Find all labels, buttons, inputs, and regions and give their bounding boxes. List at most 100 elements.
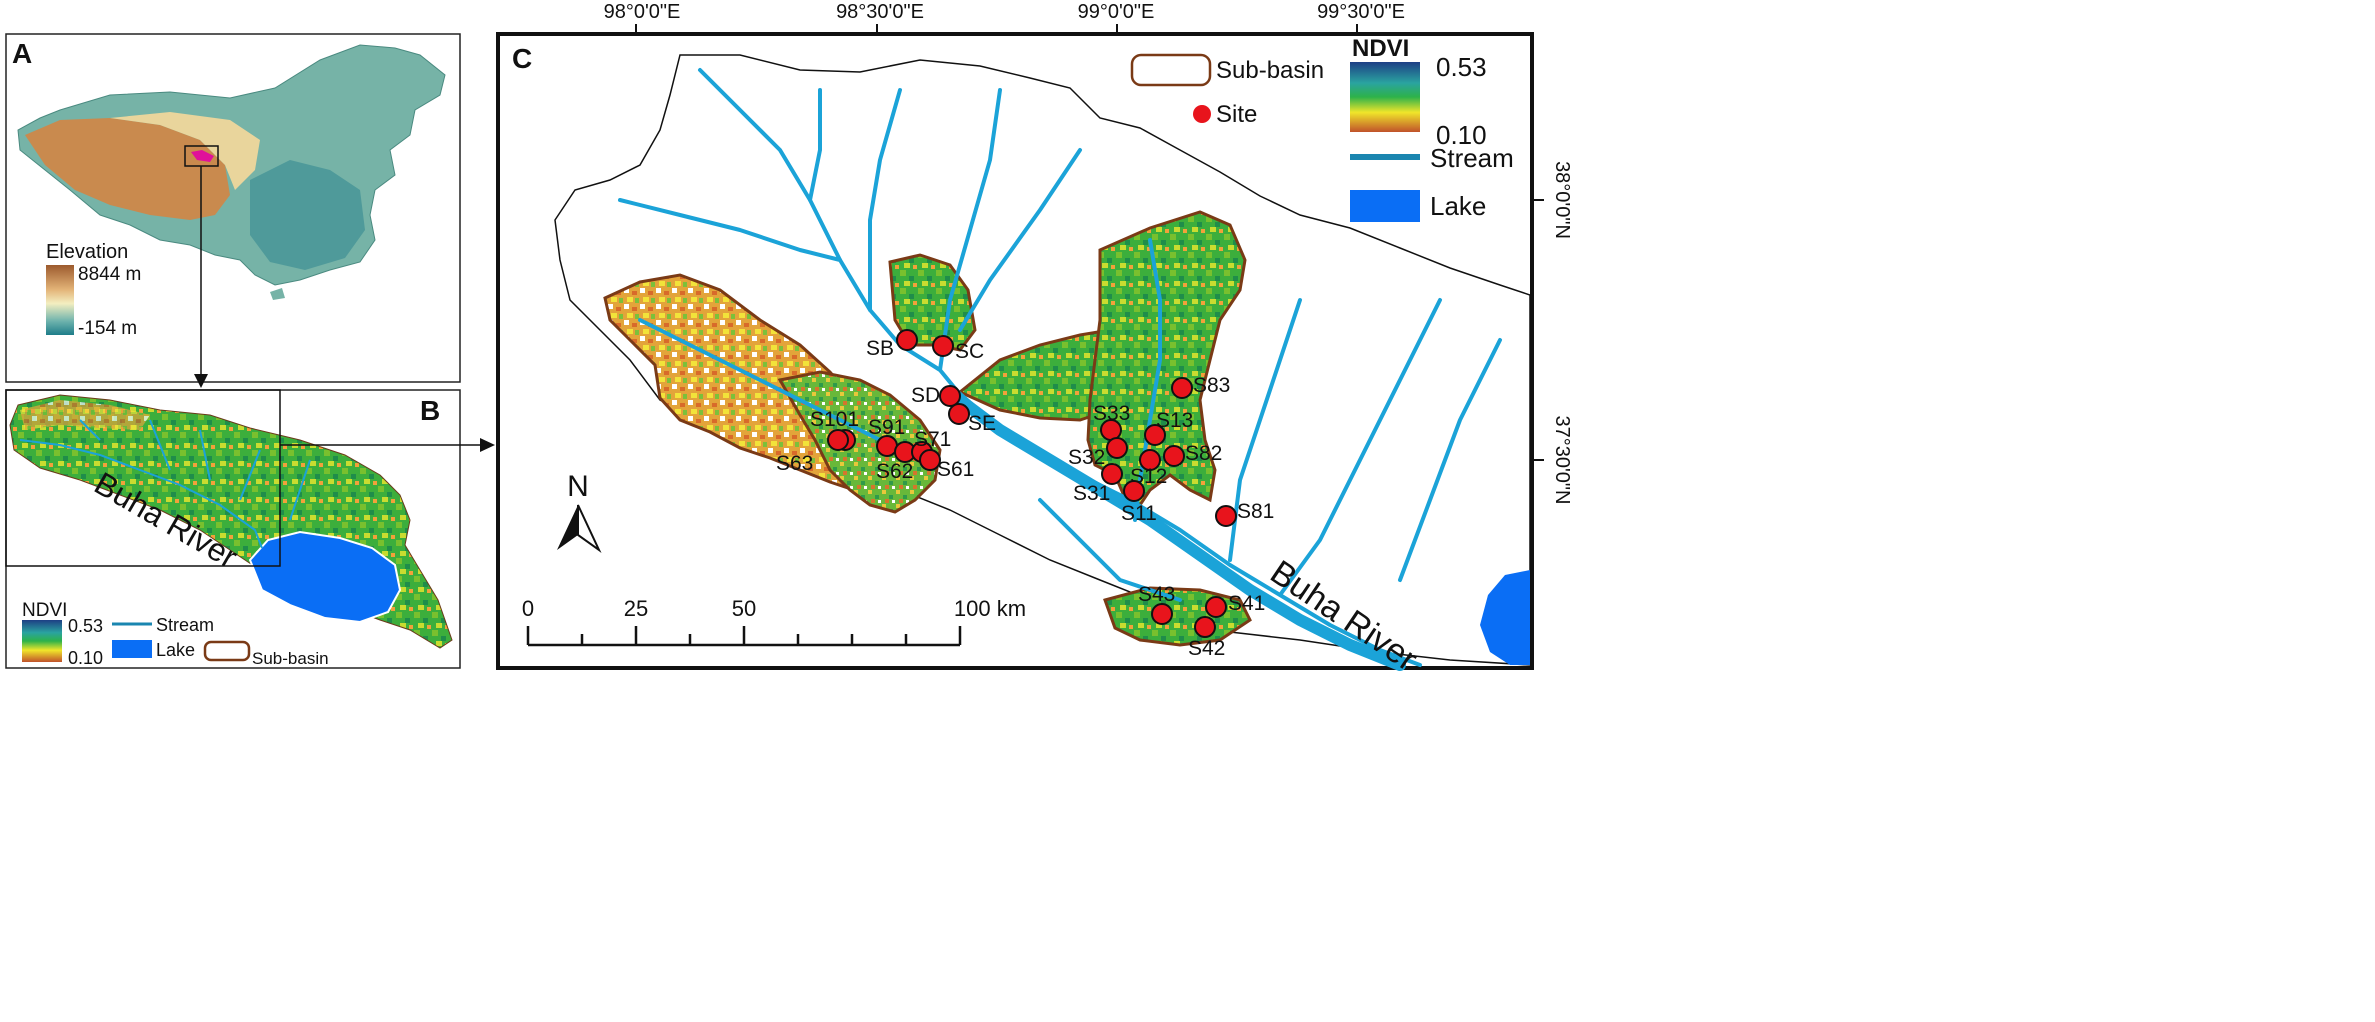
qinghai-lake-c [1480, 570, 1530, 665]
north-label: N [567, 470, 589, 503]
site-label: S83 [1193, 374, 1230, 397]
pointer-b-to-c-arrowhead [480, 438, 495, 452]
site-label: S41 [1228, 592, 1265, 615]
extent-box [5, 389, 281, 567]
longitude-graticule: 98°0'0"E 98°30'0"E 99°0'0"E 99°30'0"E [604, 1, 1405, 34]
site-label: S101 [810, 408, 859, 431]
panel-a-letter: A [12, 38, 32, 69]
basin-arid-north [20, 400, 150, 430]
ndvi-max-label-c: 0.53 [1436, 52, 1487, 82]
ndvi-color-bar-b [22, 620, 62, 662]
latitude-label: 37°30'0"N [1551, 416, 1573, 505]
site-swatch-c [1193, 105, 1211, 123]
legend-c: Sub-basin Site NDVI 0.53 0.10 Stream Lak… [1130, 35, 1514, 222]
site-label: S63 [776, 452, 813, 475]
main-river-c [954, 394, 1406, 671]
scale-label: 50 [732, 596, 756, 621]
site-label: S62 [876, 460, 913, 483]
longitude-label: 98°0'0"E [604, 1, 681, 23]
lake-label-b: Lake [156, 640, 195, 660]
subbasin-label-b: Sub-basin [252, 649, 329, 668]
qinghai-lake-b [248, 530, 402, 624]
site-label: S71 [914, 428, 951, 451]
panel-b: B Buha River NDVI 0.53 0.10 Stream Lake … [5, 389, 495, 669]
site-marker [1171, 377, 1193, 399]
site-marker [1151, 603, 1173, 625]
stream-label-c: Stream [1430, 143, 1514, 173]
scale-label: 0 [522, 596, 534, 621]
longitude-label: 99°0'0"E [1078, 1, 1155, 23]
plateau-highlands [25, 118, 230, 220]
north-arrow-left-half [557, 505, 578, 550]
site-marker [1144, 424, 1166, 446]
longitude-label: 98°30'0"E [836, 1, 924, 23]
lake-label-c: Lake [1430, 191, 1486, 221]
site-label: S32 [1068, 446, 1105, 469]
latitude-graticule: 38°0'0"N 37°30'0"N [1532, 161, 1573, 504]
north-arrow: N [557, 470, 602, 554]
site-marker [1106, 437, 1128, 459]
site-label: S33 [1093, 402, 1130, 425]
site-label: SC [955, 340, 984, 363]
scale-label: 100 km [954, 596, 1026, 621]
longitude-label: 99°30'0"E [1317, 1, 1405, 23]
site-marker [896, 329, 918, 351]
site-marker [1123, 480, 1145, 502]
north-arrow-right-half [577, 504, 602, 554]
elevation-legend-title: Elevation [46, 241, 128, 263]
site-marker [1101, 463, 1123, 485]
ndvi-legend-title-b: NDVI [22, 600, 67, 621]
site-label: S11 [1121, 502, 1157, 525]
panel-c-letter: C [512, 43, 532, 74]
site-marker [1194, 616, 1216, 638]
site-label: S61 [937, 458, 974, 481]
scale-label: 25 [624, 596, 648, 621]
site-label: SE [968, 412, 996, 435]
site-label: SD [911, 384, 940, 407]
site-label-c: Site [1216, 101, 1257, 128]
scale-bar-ticks [526, 626, 962, 647]
site-marker [876, 435, 898, 457]
stream-label-b: Stream [156, 615, 214, 635]
site-label: S43 [1138, 583, 1175, 606]
study-area-marker [191, 150, 214, 162]
site-label: S13 [1156, 409, 1193, 432]
subbasin-swatch-b [203, 640, 251, 662]
ndvi-color-bar-c [1350, 62, 1420, 132]
panel-c: C 98°0'0"E 98°30'0"E 99°0'0"E 99°30'0"E … [496, 1, 1573, 679]
pointer-a-to-b-arrowhead [194, 374, 208, 388]
site-label: SB [866, 337, 894, 360]
east-lowlands [250, 160, 365, 270]
site-marker [932, 335, 954, 357]
site-marker [948, 403, 970, 425]
site-label: S82 [1185, 442, 1222, 465]
site-label: S31 [1073, 482, 1110, 505]
hainan-island [270, 288, 285, 300]
site-label: S42 [1188, 637, 1225, 660]
site-marker [919, 449, 941, 471]
subbasin-label-c: Sub-basin [1216, 57, 1324, 84]
site-marker [1205, 596, 1227, 618]
elevation-max-label: 8844 m [78, 264, 141, 285]
ndvi-min-label-b: 0.10 [68, 648, 103, 668]
latitude-label: 38°0'0"N [1551, 161, 1573, 239]
site-label: S91 [868, 416, 905, 439]
panel-b-letter: B [420, 395, 440, 426]
site-label: S81 [1237, 500, 1274, 523]
scale-bar: 0 25 50 100 km [522, 596, 1026, 647]
site-marker [1163, 445, 1185, 467]
subbasin-swatch-c [1130, 53, 1212, 87]
elevation-min-label: -154 m [78, 318, 137, 339]
panel-a: A Elevation 8844 m -154 m [5, 33, 461, 388]
ndvi-max-label-b: 0.53 [68, 616, 103, 636]
lake-swatch-c [1350, 190, 1420, 222]
site-marker [939, 385, 961, 407]
stream-network-b [19, 419, 311, 549]
elevation-color-bar [46, 265, 74, 335]
site-marker [1139, 449, 1161, 471]
site-marker [827, 429, 849, 451]
ndvi-legend-title-c: NDVI [1352, 35, 1409, 62]
highland-transition [110, 112, 260, 190]
subbasin-s9-s6 [777, 370, 942, 514]
